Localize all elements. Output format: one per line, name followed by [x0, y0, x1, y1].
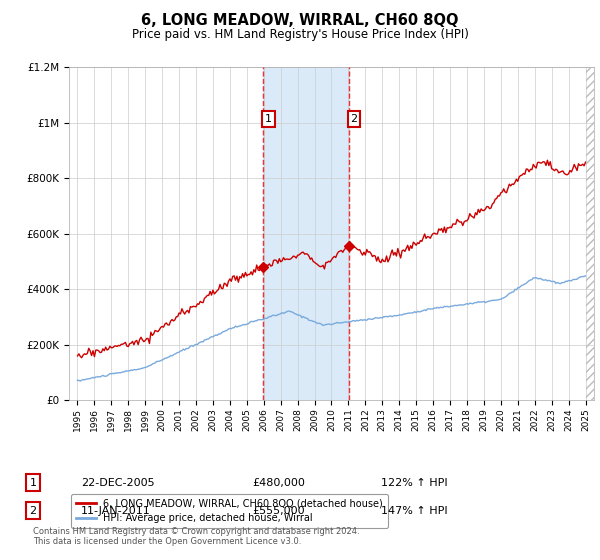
Text: Contains HM Land Registry data © Crown copyright and database right 2024.
This d: Contains HM Land Registry data © Crown c…: [33, 526, 359, 546]
Text: Price paid vs. HM Land Registry's House Price Index (HPI): Price paid vs. HM Land Registry's House …: [131, 28, 469, 41]
Text: 6, LONG MEADOW, WIRRAL, CH60 8QQ: 6, LONG MEADOW, WIRRAL, CH60 8QQ: [141, 13, 459, 28]
Text: 11-JAN-2011: 11-JAN-2011: [81, 506, 151, 516]
Text: 2: 2: [29, 506, 37, 516]
Text: 147% ↑ HPI: 147% ↑ HPI: [381, 506, 448, 516]
Text: £555,000: £555,000: [252, 506, 305, 516]
Bar: [586, 67, 594, 400]
Bar: [263, 67, 349, 400]
Text: £480,000: £480,000: [252, 478, 305, 488]
Text: 22-DEC-2005: 22-DEC-2005: [81, 478, 155, 488]
Text: 2: 2: [350, 114, 358, 124]
Text: 1: 1: [265, 114, 272, 124]
Text: 1: 1: [29, 478, 37, 488]
Legend: 6, LONG MEADOW, WIRRAL, CH60 8QQ (detached house), HPI: Average price, detached : 6, LONG MEADOW, WIRRAL, CH60 8QQ (detach…: [71, 493, 388, 528]
Text: 122% ↑ HPI: 122% ↑ HPI: [381, 478, 448, 488]
